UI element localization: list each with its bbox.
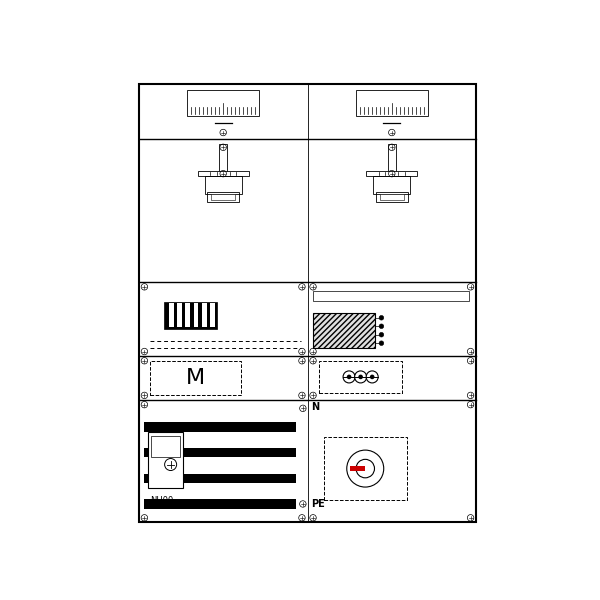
Bar — [373, 176, 410, 194]
Bar — [367, 171, 417, 176]
Bar — [145, 474, 296, 483]
Bar — [313, 313, 376, 348]
Bar — [380, 194, 404, 200]
Circle shape — [164, 458, 176, 470]
Bar — [350, 466, 365, 472]
Bar — [388, 143, 395, 173]
Bar — [177, 304, 182, 328]
Bar — [376, 192, 407, 202]
Bar — [151, 361, 241, 395]
Circle shape — [347, 450, 384, 487]
Bar — [198, 171, 248, 176]
Text: NH00: NH00 — [151, 496, 173, 505]
Circle shape — [370, 374, 374, 379]
Circle shape — [355, 371, 367, 383]
Bar — [319, 361, 402, 393]
Bar — [208, 192, 239, 202]
Bar — [205, 176, 242, 194]
Bar — [169, 304, 173, 328]
Bar — [323, 437, 407, 500]
Bar — [194, 304, 198, 328]
Bar — [151, 436, 180, 457]
Bar — [139, 83, 476, 523]
Bar — [210, 304, 215, 328]
Bar — [145, 422, 296, 431]
Circle shape — [347, 374, 352, 379]
Bar — [164, 302, 217, 329]
Circle shape — [366, 371, 378, 383]
Text: N: N — [311, 403, 319, 412]
Bar — [187, 91, 259, 116]
Bar — [148, 432, 183, 488]
Circle shape — [379, 316, 384, 320]
Bar — [313, 292, 469, 301]
Circle shape — [343, 371, 355, 383]
Bar — [211, 194, 235, 200]
Bar — [185, 304, 190, 328]
Bar — [220, 143, 227, 173]
Circle shape — [379, 341, 384, 346]
Circle shape — [358, 374, 363, 379]
Bar — [202, 304, 206, 328]
Text: PE: PE — [311, 499, 325, 509]
Circle shape — [356, 460, 374, 478]
Circle shape — [379, 324, 384, 329]
Bar — [145, 448, 296, 457]
Bar — [356, 91, 428, 116]
Text: M: M — [186, 368, 205, 388]
Circle shape — [379, 332, 384, 337]
Bar — [145, 499, 296, 509]
